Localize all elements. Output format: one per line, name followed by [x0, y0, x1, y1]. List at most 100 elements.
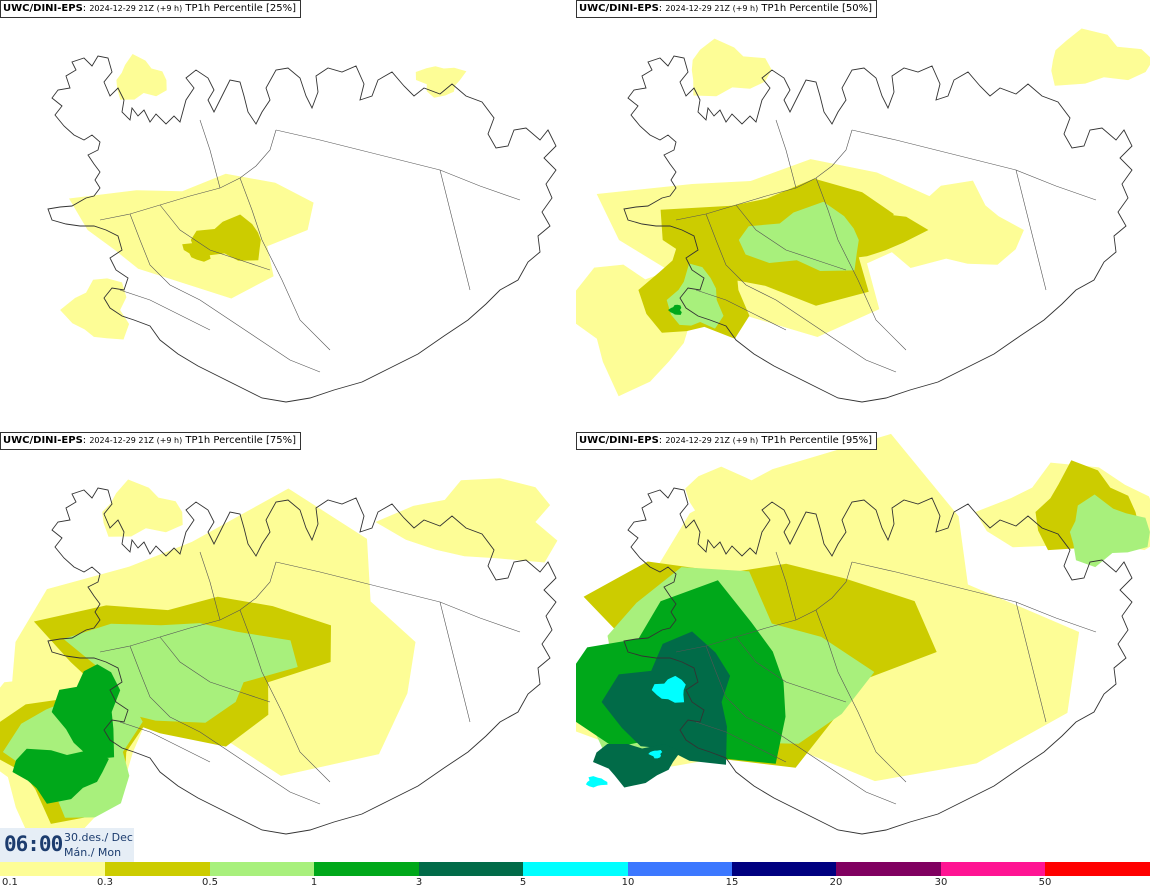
panel-title: UWC/DINI-EPS: 2024-12-29 21Z (+9 h) TP1h… [0, 0, 301, 18]
legend-swatch [105, 862, 210, 876]
road-line [239, 609, 331, 783]
road-line [199, 551, 221, 621]
precip-area [685, 466, 800, 537]
precip-area [585, 776, 608, 788]
product-name: TP1h Percentile [50%] [761, 3, 872, 14]
product-name: TP1h Percentile [25%] [185, 3, 296, 14]
precip-area [890, 180, 1024, 268]
precip-area [375, 478, 558, 563]
road-line [159, 636, 271, 703]
precip-area [668, 304, 682, 315]
road-line [1015, 601, 1047, 723]
precip-area [102, 479, 183, 537]
valid-weekday: Mán./ Mon [64, 846, 122, 859]
legend-tick: 3 [415, 877, 423, 888]
legend-tick: 0.5 [202, 877, 218, 888]
valid-date: 30.des./ Dec [64, 831, 133, 844]
precip-area [116, 54, 167, 100]
road-line [1015, 169, 1047, 291]
legend-swatch [0, 862, 105, 876]
legend-tick: 15 [725, 877, 739, 888]
precip-area [182, 240, 217, 262]
legend-swatch [210, 862, 314, 876]
road-line [735, 204, 847, 271]
legend-swatch [523, 862, 628, 876]
valid-hour: 06:00 [4, 832, 63, 856]
precip-area [648, 750, 663, 759]
legend-tick: 20 [829, 877, 843, 888]
precip-map [576, 28, 1150, 403]
valid-time-box: 06:00 30.des./ Dec Mán./ Mon [0, 828, 134, 862]
coastline [623, 487, 1133, 835]
road-line [815, 177, 907, 351]
model-name: UWC/DINI-EPS [579, 435, 659, 446]
road-line [851, 129, 1097, 201]
road-line [775, 551, 797, 621]
legend-tick: 10 [621, 877, 635, 888]
coastline [47, 55, 557, 403]
map-panel-75: UWC/DINI-EPS: 2024-12-29 21Z (+9 h) TP1h… [0, 432, 574, 860]
legend-swatch [419, 862, 523, 876]
legend-swatch [941, 862, 1045, 876]
map-panel-95: UWC/DINI-EPS: 2024-12-29 21Z (+9 h) TP1h… [576, 432, 1150, 860]
road-line [199, 119, 221, 189]
legend-tick: 30 [934, 877, 948, 888]
precip-map [47, 54, 557, 403]
road-line [851, 561, 1097, 633]
legend-tick: 0.1 [2, 877, 18, 888]
road-line [159, 204, 271, 271]
run-time: 2024-12-29 21Z (+9 h) [665, 4, 759, 13]
run-time: 2024-12-29 21Z (+9 h) [665, 436, 759, 445]
panel-title: UWC/DINI-EPS: 2024-12-29 21Z (+9 h) TP1h… [576, 0, 877, 18]
run-time: 2024-12-29 21Z (+9 h) [89, 4, 183, 13]
precip-area [1051, 28, 1150, 86]
legend-swatch [732, 862, 836, 876]
legend-tick: 0.3 [97, 877, 113, 888]
road-line [129, 645, 321, 805]
model-name: UWC/DINI-EPS [3, 3, 83, 14]
road-line [439, 601, 471, 723]
legend-tick: 5 [519, 877, 527, 888]
panel-title: UWC/DINI-EPS: 2024-12-29 21Z (+9 h) TP1h… [576, 432, 877, 450]
map-panel-50: UWC/DINI-EPS: 2024-12-29 21Z (+9 h) TP1h… [576, 0, 1150, 428]
precip-area [691, 38, 772, 97]
color-legend: 0.1 0.3 0.5 1 3 5 10 15 20 30 50 [0, 862, 1150, 891]
road-line [239, 177, 331, 351]
road-line [119, 289, 211, 331]
road-line [735, 636, 847, 703]
precip-area [651, 675, 686, 703]
road-line [695, 289, 787, 331]
precip-area [1069, 494, 1150, 568]
model-name: UWC/DINI-EPS [579, 3, 659, 14]
precip-area [51, 664, 121, 759]
product-name: TP1h Percentile [75%] [185, 435, 296, 446]
legend-swatch [836, 862, 941, 876]
panel-title: UWC/DINI-EPS: 2024-12-29 21Z (+9 h) TP1h… [0, 432, 301, 450]
legend-tick: 50 [1038, 877, 1052, 888]
road-line [275, 129, 521, 201]
road-line [705, 213, 897, 373]
precip-area [738, 201, 859, 271]
legend-swatch [314, 862, 419, 876]
road-line [775, 119, 797, 189]
legend-swatch [1045, 862, 1150, 876]
legend-tick: 1 [310, 877, 318, 888]
road-line [695, 721, 787, 763]
road-line [119, 721, 211, 763]
road-line [705, 645, 897, 805]
precip-area [60, 278, 130, 340]
product-name: TP1h Percentile [95%] [761, 435, 872, 446]
coastline [47, 487, 557, 835]
road-line [439, 169, 471, 291]
legend-swatch [628, 862, 732, 876]
coastline [623, 55, 1133, 403]
precip-area [593, 744, 681, 788]
precip-map [576, 433, 1150, 835]
road-line [815, 609, 907, 783]
road-line [275, 561, 521, 633]
precip-area [12, 748, 109, 804]
run-time: 2024-12-29 21Z (+9 h) [89, 436, 183, 445]
map-panel-25: UWC/DINI-EPS: 2024-12-29 21Z (+9 h) TP1h… [0, 0, 574, 428]
model-name: UWC/DINI-EPS [3, 435, 83, 446]
road-line [129, 213, 321, 373]
